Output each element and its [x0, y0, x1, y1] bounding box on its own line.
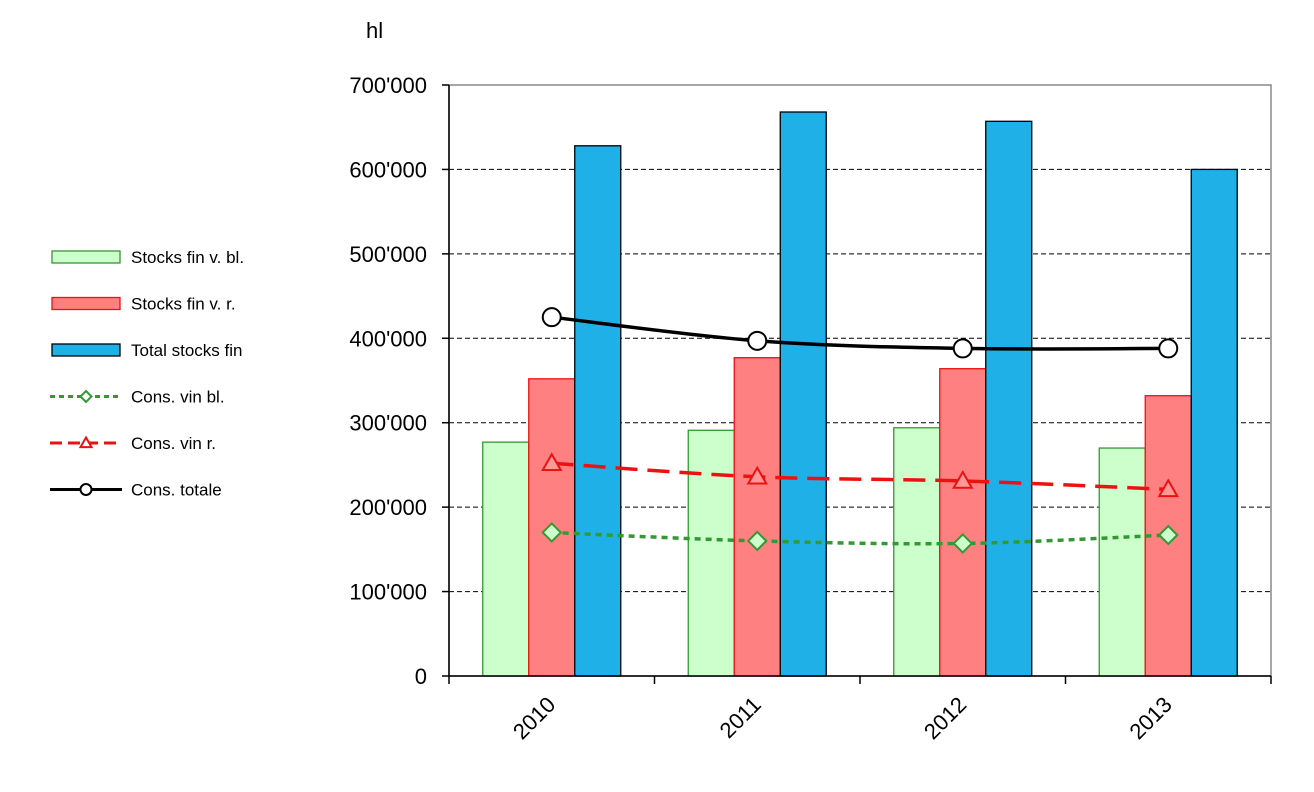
legend-item: Stocks fin v. bl. [51, 248, 244, 267]
legend-item: Stocks fin v. r. [51, 295, 236, 314]
x-tick-label: 2012 [919, 692, 971, 744]
bars [482, 111, 1238, 677]
circle-marker [747, 330, 768, 351]
x-tick-label: 2013 [1124, 692, 1176, 744]
legend-label: Total stocks fin [131, 341, 243, 360]
bar-stocks-fin-v-r- [733, 357, 781, 677]
legend-label: Cons. vin r. [131, 434, 216, 453]
diamond-marker [79, 389, 93, 404]
line-cons-totale [551, 315, 1169, 351]
diamond-marker [541, 522, 563, 543]
triangle-marker [78, 435, 94, 449]
unit-label: hl [366, 18, 383, 43]
circle-marker [1158, 338, 1179, 359]
bar-total-stocks-fin [1190, 168, 1238, 677]
triangle-marker [1157, 478, 1179, 498]
legend-swatch [51, 296, 121, 311]
y-tick-label: 300'000 [349, 411, 427, 436]
legend-item: Cons. vin r. [50, 434, 216, 453]
axes: 0 100'000 200'000 300'000 400'000 500'000 600'… [349, 73, 1272, 744]
bar-total-stocks-fin [779, 111, 827, 677]
y-tick-label: 400'000 [349, 326, 427, 351]
circle-marker [541, 307, 562, 328]
y-tick-label: 600'000 [349, 157, 427, 182]
legend-label: Stocks fin v. r. [131, 295, 236, 314]
bar-stocks-fin-v-r- [939, 368, 987, 677]
triangle-marker [746, 465, 768, 485]
legend-swatch [51, 250, 121, 264]
lines [541, 307, 1179, 554]
legend-item: Cons. vin bl. [50, 388, 225, 407]
line-cons-vin-bl- [551, 530, 1169, 546]
legend-label: Cons. totale [131, 481, 222, 500]
circle-marker [79, 483, 93, 496]
x-tick-label: 2010 [508, 692, 560, 744]
legend-item: Total stocks fin [51, 341, 243, 360]
diamond-marker [1157, 524, 1179, 546]
bar-stocks-fin-v-bl- [687, 429, 735, 677]
legend-label: Cons. vin bl. [131, 388, 225, 407]
bar-total-stocks-fin [574, 145, 622, 677]
y-tick-label: 700'000 [349, 73, 427, 98]
bar-total-stocks-fin [985, 120, 1033, 677]
legend: Stocks fin v. bl. Stocks fin v. r. Total s… [50, 248, 244, 500]
legend-swatch [51, 343, 121, 357]
y-tick-label: 100'000 [349, 580, 427, 605]
diamond-marker [952, 533, 974, 554]
bar-stocks-fin-v-bl- [893, 427, 941, 677]
line-cons-vin-r- [551, 461, 1169, 492]
circle-marker [952, 338, 973, 359]
bar-stocks-fin-v-bl- [1098, 447, 1146, 677]
legend-item: Cons. totale [50, 481, 222, 500]
bar-stocks-fin-v-bl- [482, 441, 530, 677]
x-tick-label: 2011 [715, 692, 766, 743]
y-tick-label: 0 [415, 664, 427, 689]
y-tick-label: 500'000 [349, 242, 427, 267]
legend-label: Stocks fin v. bl. [131, 248, 244, 267]
triangle-marker [541, 452, 563, 471]
diamond-marker [746, 530, 768, 552]
y-tick-label: 200'000 [349, 495, 427, 520]
triangle-marker [952, 469, 974, 489]
